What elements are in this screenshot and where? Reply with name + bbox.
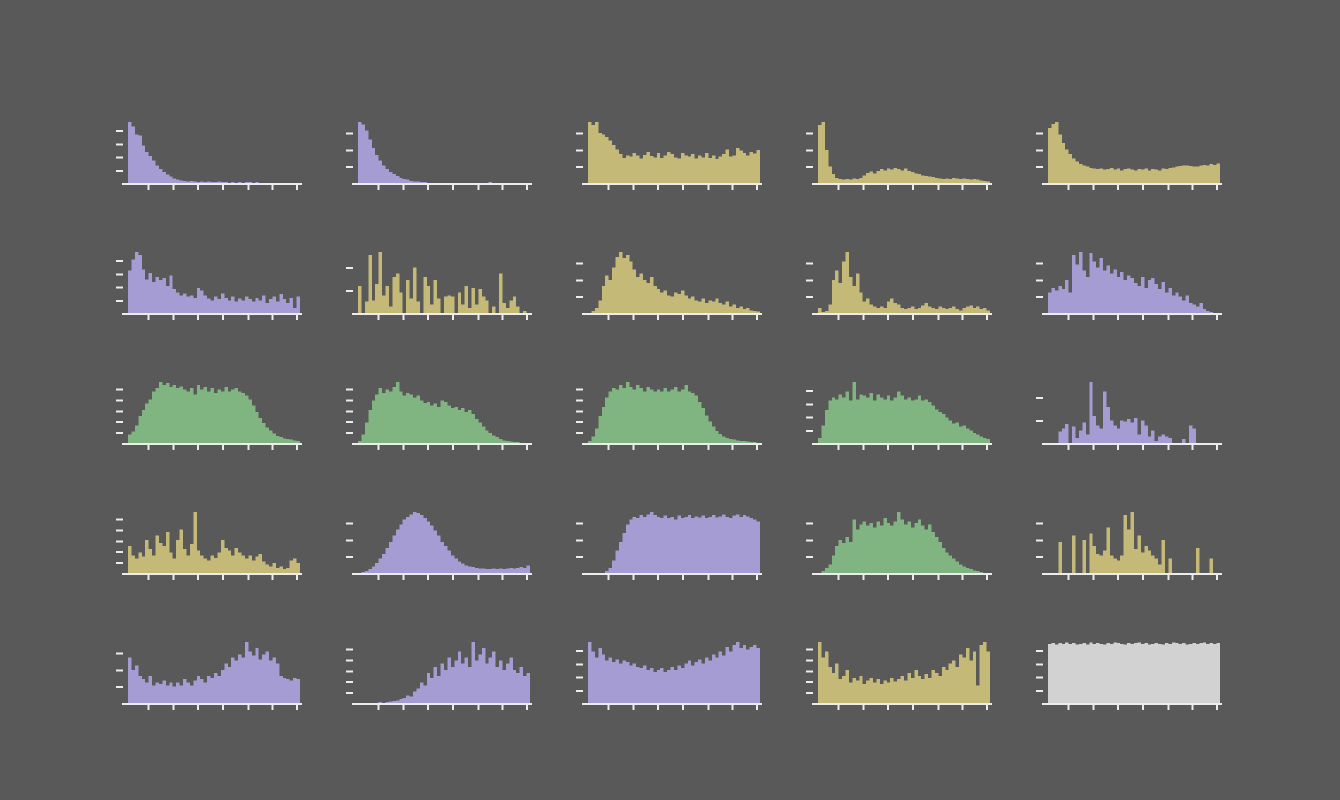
histogram-cell-r2c5 (1034, 242, 1224, 332)
histogram-cell-r5c5 (1034, 632, 1224, 722)
bars-r2c1 (128, 252, 300, 314)
bars-r5c4 (818, 642, 990, 704)
histogram-cell-r1c2 (344, 112, 534, 202)
histogram-r2c1 (116, 252, 302, 320)
bars-r3c1 (128, 382, 300, 444)
bars-r2c2 (358, 252, 527, 314)
histogram-r5c4 (806, 642, 992, 710)
bars-r4c3 (601, 512, 760, 574)
histogram-cell-r2c1 (114, 242, 304, 332)
histogram-r2c5 (1036, 252, 1222, 320)
histogram-r1c2 (346, 122, 532, 190)
histogram-r2c4 (806, 252, 992, 320)
bars-r2c4 (818, 252, 990, 314)
histogram-cell-r4c3 (574, 502, 764, 592)
histogram-cell-r2c4 (804, 242, 994, 332)
histogram-cell-r1c1 (114, 112, 304, 202)
histogram-r1c4 (806, 122, 992, 190)
bars-r4c5 (1058, 512, 1214, 574)
histogram-r5c1 (116, 642, 302, 710)
histogram-r3c3 (576, 382, 762, 450)
bars-r2c5 (1048, 252, 1220, 314)
histogram-cell-r4c1 (114, 502, 304, 592)
bars-r4c2 (358, 512, 530, 574)
bars-r1c3 (588, 122, 760, 184)
histogram-cell-r4c5 (1034, 502, 1224, 592)
histogram-cell-r5c3 (574, 632, 764, 722)
histogram-cell-r5c2 (344, 632, 534, 722)
bars-r3c5 (1058, 382, 1196, 444)
histogram-r5c5 (1036, 642, 1222, 710)
bars-r5c3 (588, 642, 760, 704)
bars-r3c4 (818, 382, 990, 444)
histogram-r3c4 (806, 382, 992, 450)
histogram-cell-r1c5 (1034, 112, 1224, 202)
bars-r1c2 (358, 122, 530, 184)
histogram-r4c5 (1036, 512, 1222, 580)
histogram-r3c2 (346, 382, 532, 450)
histogram-cell-r3c2 (344, 372, 534, 462)
histogram-r3c1 (116, 382, 302, 450)
histogram-r3c5 (1036, 382, 1222, 450)
bars-r5c1 (128, 642, 300, 704)
bars-r1c5 (1048, 122, 1220, 184)
histogram-cell-r5c4 (804, 632, 994, 722)
histogram-cell-r3c1 (114, 372, 304, 462)
histogram-cell-r2c2 (344, 242, 534, 332)
histogram-grid (114, 112, 1224, 722)
histogram-r1c5 (1036, 122, 1222, 190)
histogram-cell-r3c5 (1034, 372, 1224, 462)
histogram-cell-r2c3 (574, 242, 764, 332)
histogram-cell-r1c4 (804, 112, 994, 202)
histogram-r1c1 (116, 122, 302, 190)
histogram-cell-r4c2 (344, 502, 534, 592)
bars-r3c2 (358, 382, 530, 444)
bars-r1c4 (818, 122, 990, 184)
histogram-r1c3 (576, 122, 762, 190)
bars-r3c3 (588, 382, 760, 444)
histogram-r4c1 (116, 512, 302, 580)
histogram-cell-r3c4 (804, 372, 994, 462)
histogram-r2c2 (346, 252, 532, 320)
histogram-r5c2 (346, 642, 532, 710)
histogram-r4c3 (576, 512, 762, 580)
histogram-r2c3 (576, 252, 762, 320)
bars-r4c1 (128, 512, 300, 574)
histogram-cell-r4c4 (804, 502, 994, 592)
histogram-r4c4 (806, 512, 992, 580)
bars-r5c2 (358, 642, 530, 704)
bars-r5c5 (1048, 642, 1220, 704)
histogram-cell-r5c1 (114, 632, 304, 722)
histogram-cell-r3c3 (574, 372, 764, 462)
histogram-r4c2 (346, 512, 532, 580)
bars-r1c1 (128, 122, 300, 184)
bars-r2c3 (588, 252, 760, 314)
histogram-cell-r1c3 (574, 112, 764, 202)
histogram-r5c3 (576, 642, 762, 710)
bars-r4c4 (818, 512, 990, 574)
